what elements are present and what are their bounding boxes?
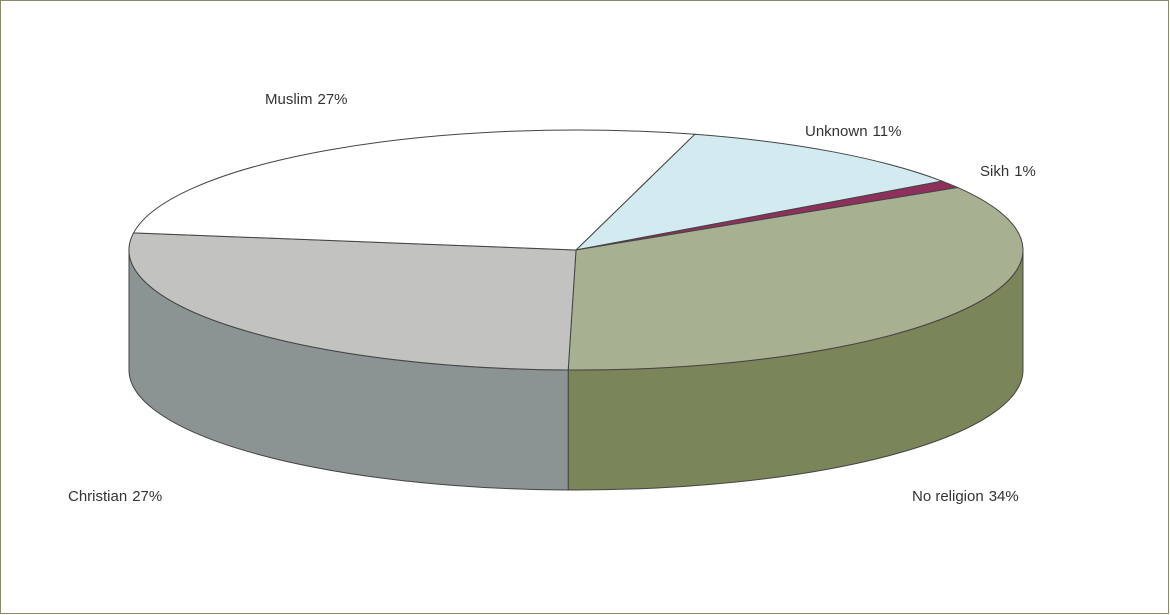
category-label: No religion — [912, 488, 984, 505]
slice-label: Christian 27% — [68, 488, 162, 505]
slice — [128, 232, 577, 371]
slice — [574, 133, 944, 251]
value-label: 27% — [132, 488, 162, 505]
slice-label: Sikh 1% — [980, 163, 1036, 180]
slice — [567, 186, 1024, 371]
slice — [132, 129, 696, 251]
value-label: 27% — [318, 91, 348, 108]
slice-label: Unknown 11% — [805, 123, 901, 140]
slice-label: No religion 34% — [912, 488, 1019, 505]
value-label: 34% — [989, 488, 1019, 505]
category-label: Unknown — [805, 123, 868, 140]
value-label: 1% — [1014, 163, 1036, 180]
category-label: Muslim — [265, 91, 313, 108]
slice-label: Muslim 27% — [265, 91, 348, 108]
category-label: Christian — [68, 488, 127, 505]
value-label: 11% — [873, 123, 902, 140]
category-label: Sikh — [980, 163, 1009, 180]
